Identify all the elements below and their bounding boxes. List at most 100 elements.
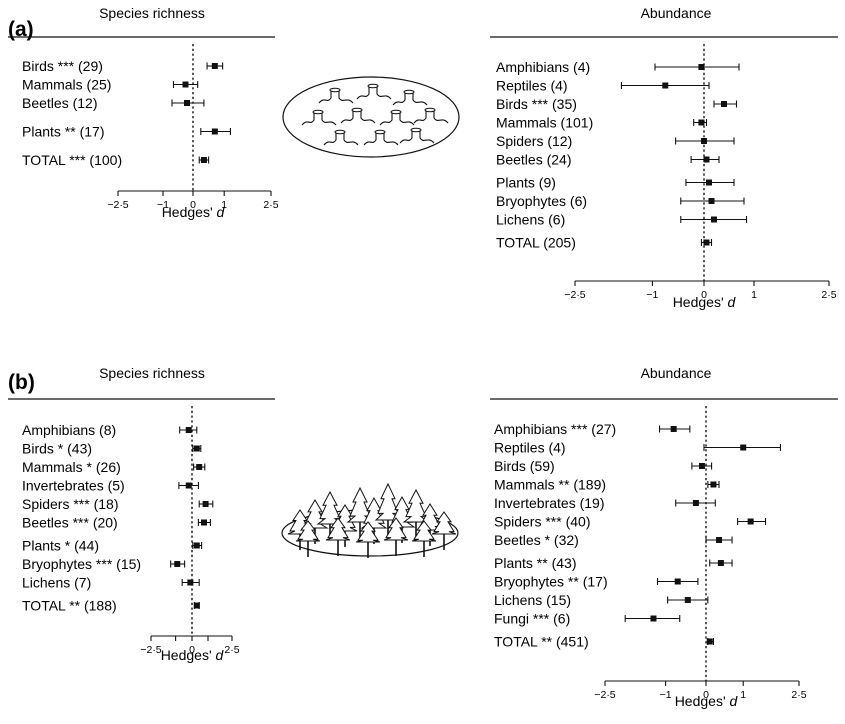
row-label: Lichens (15) (494, 592, 571, 608)
stump-mark (340, 110, 376, 124)
effect-marker (721, 101, 727, 107)
panel-label-a: (a) (8, 18, 34, 41)
x-tick-label: 0 (190, 199, 196, 211)
row-label: Beetles (24) (496, 152, 571, 168)
stump-top (374, 129, 386, 135)
chart-title: Abundance (641, 5, 712, 21)
chart-b-abundance: Abundance Amphibians *** (27) Reptiles (4… (490, 365, 838, 709)
effect-marker (182, 81, 189, 88)
row-label: Plants (9) (496, 175, 556, 191)
effect-marker (698, 64, 705, 70)
effect-marker (716, 537, 723, 543)
stump-mark (323, 132, 359, 146)
effect-marker (185, 482, 192, 489)
x-tick-label: 1 (221, 199, 227, 211)
x-axis-label: Hedges' d (673, 294, 737, 310)
row-label: Fungi *** (6) (494, 611, 570, 627)
effect-marker (200, 157, 207, 163)
effect-marker (674, 578, 681, 585)
effect-marker (211, 128, 218, 135)
stump-top (424, 107, 436, 113)
row-label: TOTAL (205) (496, 235, 576, 251)
row-label: Birds *** (35) (496, 96, 577, 112)
stump-top (329, 87, 341, 93)
x-tick-label: 2·5 (263, 199, 278, 211)
row-label: Beetles *** (20) (22, 515, 118, 531)
row-label: Invertebrates (5) (22, 478, 125, 494)
row-label: Birds (59) (494, 458, 555, 474)
x-axis-label: Hedges' d (162, 204, 226, 220)
row-label: TOTAL ** (451) (494, 634, 589, 650)
tree-crown (301, 499, 329, 529)
effect-marker (650, 615, 657, 622)
x-tick-label: 2·5 (821, 289, 836, 301)
effect-marker (201, 519, 207, 526)
row-label: Bryophytes ** (17) (494, 574, 608, 590)
x-tick-label: 2·5 (791, 689, 806, 701)
effect-marker (698, 119, 705, 126)
row-label: Bryophytes *** (15) (22, 556, 141, 572)
effect-marker (747, 518, 754, 525)
row-label: Mammals (25) (22, 77, 111, 93)
forest-stand-icon (281, 482, 459, 558)
row-label: Mammals ** (189) (494, 477, 606, 493)
stump-mark (399, 130, 435, 144)
x-tick-label: −1 (660, 689, 672, 701)
row-label: Invertebrates (19) (494, 495, 605, 511)
stump-mark (301, 112, 337, 126)
row-label: Amphibians *** (27) (494, 421, 616, 437)
row-label: Plants ** (43) (494, 555, 576, 571)
row-label: Plants * (44) (22, 538, 99, 554)
effect-marker (692, 500, 699, 506)
chart-title: Species richness (99, 365, 205, 381)
effect-marker (174, 561, 181, 567)
chart-a-abundance: Abundance Amphibians (4) Reptiles (4) Bird… (490, 5, 838, 310)
stump-mark (392, 92, 428, 106)
row-label: Bryophytes (6) (496, 193, 587, 209)
stump-mark (379, 112, 415, 126)
x-tick-label: −2·5 (107, 199, 128, 211)
stump-top (334, 129, 346, 135)
row-label: TOTAL *** (100) (22, 152, 122, 168)
stump-mark (363, 132, 399, 146)
effect-marker (711, 216, 717, 223)
x-axis-label: Hedges' d (675, 693, 739, 709)
row-label: Lichens (7) (22, 575, 91, 591)
tree-crown (295, 520, 321, 542)
tree-crown (346, 486, 374, 523)
row-label: Birds * (43) (22, 441, 92, 457)
effect-marker (717, 560, 724, 566)
chart-b-species-richness: Species richness Amphibians (8) Birds * (… (8, 365, 275, 663)
row-label: TOTAL ** (188) (22, 598, 117, 614)
row-label: Spiders *** (18) (22, 496, 119, 512)
effect-marker (196, 464, 203, 470)
row-label: Amphibians (4) (496, 59, 590, 75)
tree-crown (383, 517, 409, 541)
effect-marker (184, 100, 190, 106)
effect-marker (185, 427, 192, 433)
tree-crown (431, 511, 457, 535)
effect-marker (710, 481, 717, 488)
x-tick-label: 2·5 (224, 644, 239, 656)
tree-crown (325, 517, 351, 541)
x-tick-label: 0 (189, 644, 195, 656)
tree-crown (355, 521, 381, 543)
x-tick-label: −2·5 (594, 689, 615, 701)
row-label: Spiders (12) (496, 133, 572, 149)
effect-marker (740, 444, 747, 451)
tree-crown (374, 482, 402, 521)
panel-label-b: (b) (8, 371, 35, 394)
x-tick-label: 0 (701, 289, 707, 301)
stump-mark (318, 90, 354, 104)
row-label: Spiders *** (40) (494, 514, 591, 530)
chart-title: Abundance (641, 365, 712, 381)
x-axis-label: Hedges' d (161, 647, 225, 663)
effect-marker (703, 156, 710, 163)
tree-crown (411, 520, 437, 542)
effect-marker (211, 63, 218, 69)
effect-marker (193, 445, 200, 452)
stump-top (410, 127, 422, 133)
panel-b: (b) Species richness Amphibians (8) Birds… (8, 365, 838, 709)
effect-marker (193, 602, 200, 609)
row-label: Reptiles (4) (496, 78, 568, 94)
